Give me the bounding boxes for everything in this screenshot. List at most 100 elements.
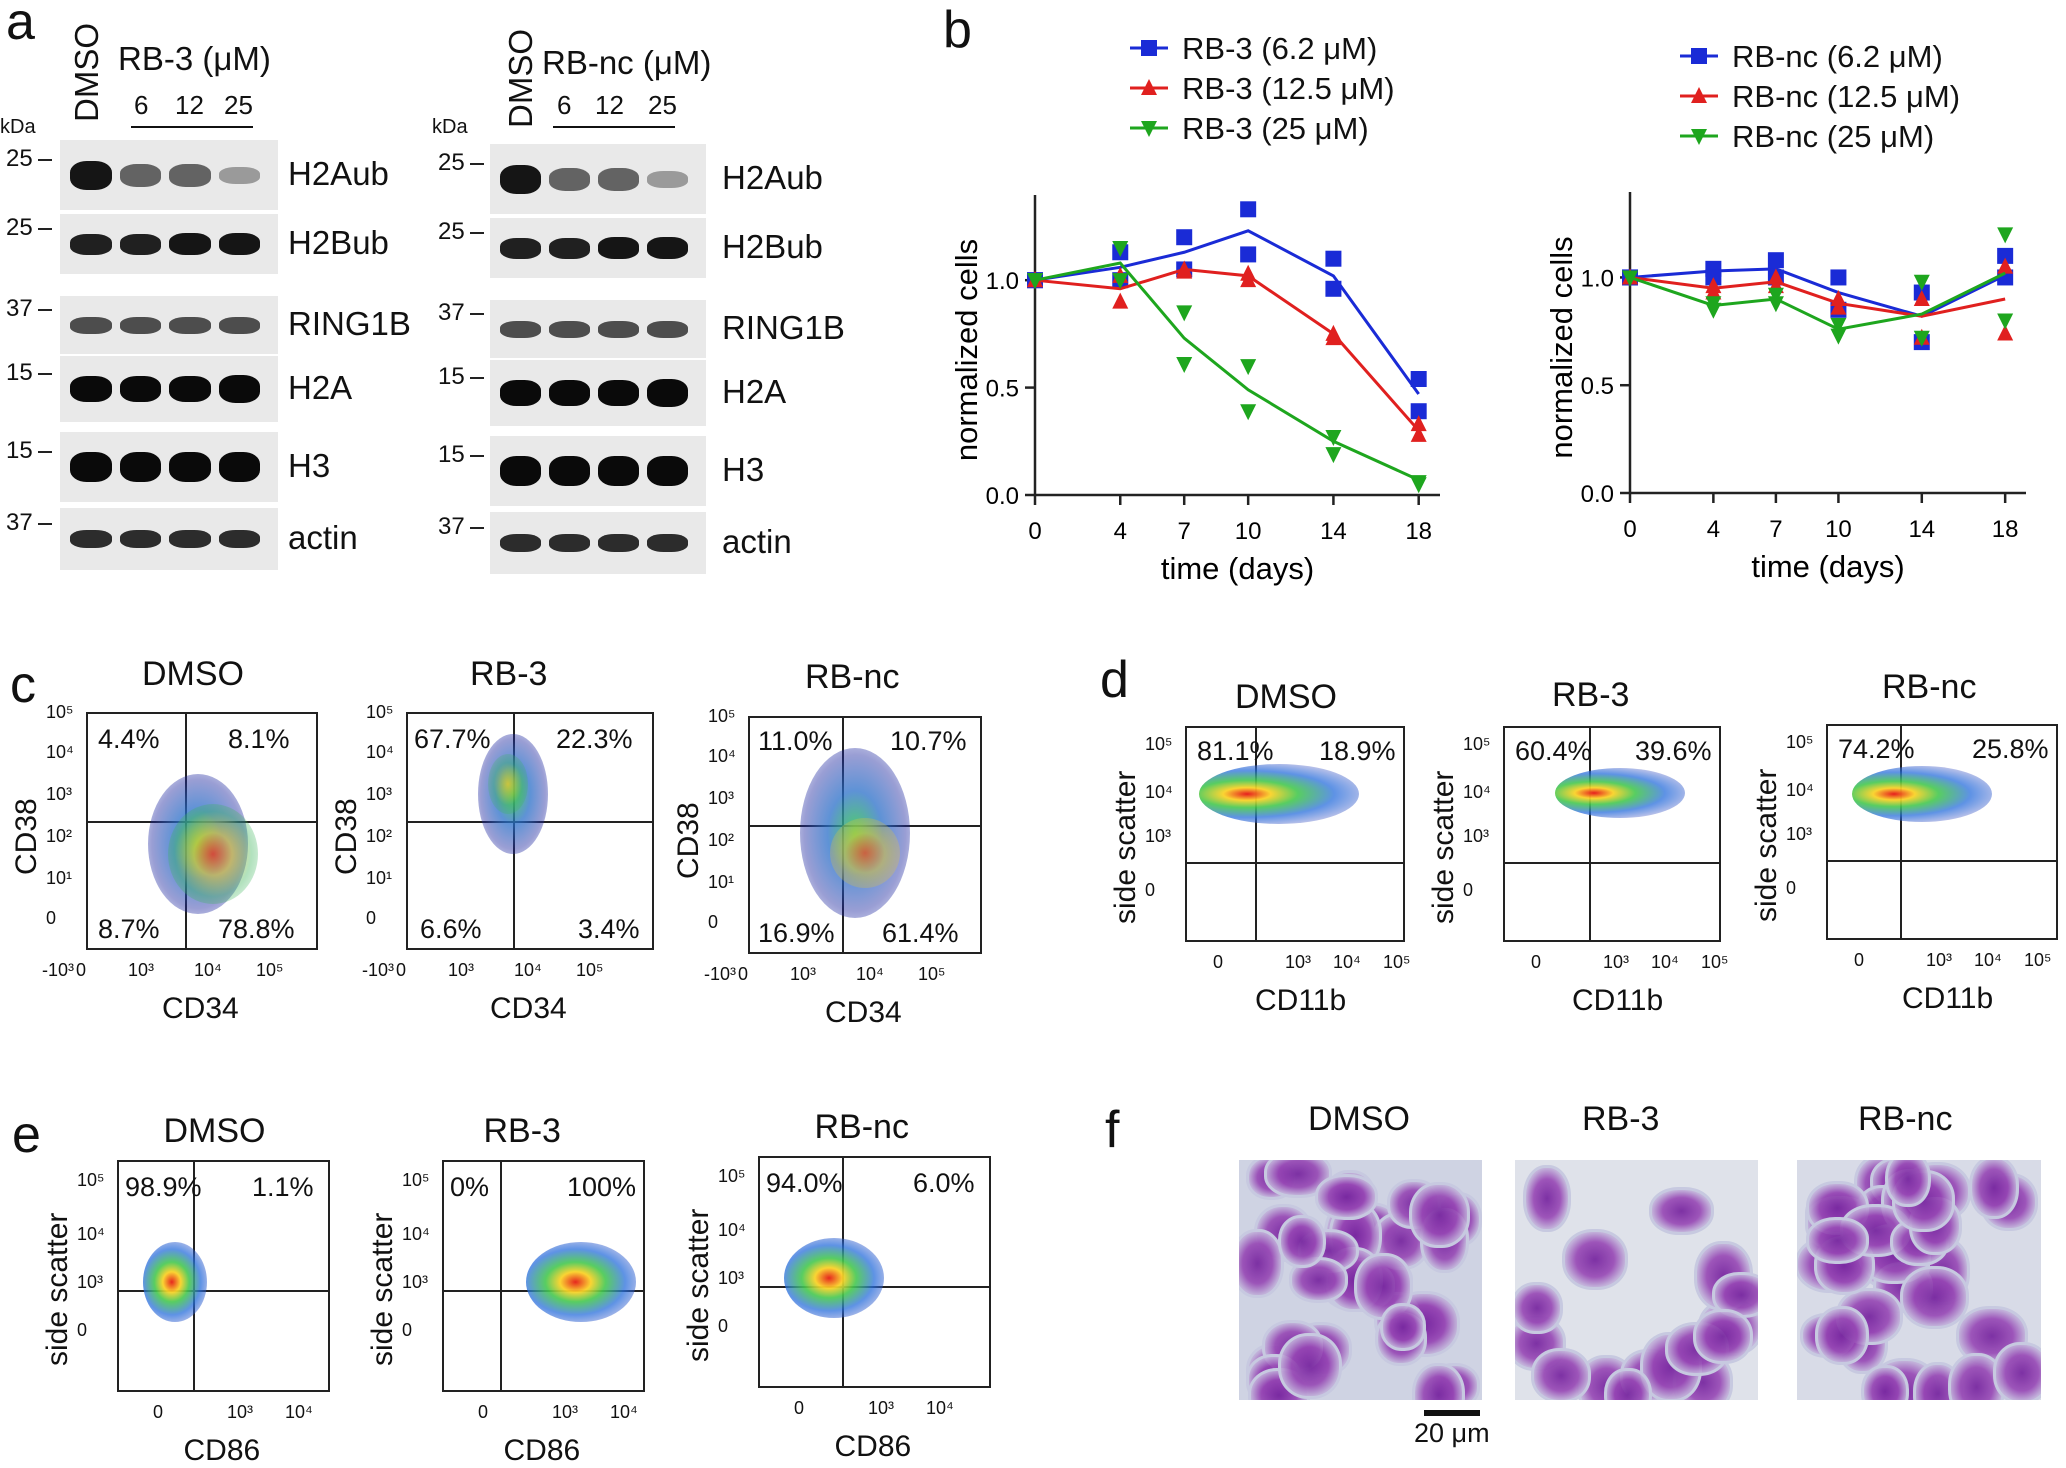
y-tick-label: 0.5	[1581, 373, 1614, 400]
blot-strip	[490, 512, 706, 574]
data-point	[1027, 273, 1043, 290]
protein-band	[119, 376, 161, 402]
x-tick-label: 10⁵	[256, 960, 284, 980]
data-point	[1112, 273, 1129, 290]
quadrant-percentage: 18.9%	[1319, 736, 1396, 766]
data-point	[1410, 403, 1427, 420]
y-tick-label: 0	[718, 1316, 729, 1336]
protein-band	[119, 452, 161, 482]
data-point	[1240, 271, 1257, 288]
data-point	[1410, 415, 1427, 432]
y-tick-label: 10⁵	[1463, 734, 1491, 754]
stained-cell	[1530, 1347, 1592, 1400]
blot-row-label: RING1B	[722, 309, 845, 346]
y-tick-label: 10⁴	[708, 746, 736, 766]
x-tick-label: 10⁴	[285, 1402, 313, 1422]
cell-population	[526, 1242, 636, 1322]
panel-label-e: e	[12, 1106, 41, 1164]
protein-band	[598, 167, 639, 191]
y-tick-label: 10²	[366, 826, 393, 846]
protein-band	[647, 534, 688, 552]
y-tick-label: 1.0	[1581, 265, 1614, 292]
quadrant-percentage: 3.4%	[578, 914, 640, 944]
y-tick-label: 10⁴	[1145, 782, 1173, 802]
y-tick-label: 0	[366, 908, 377, 928]
x-tick-label: 7	[1769, 516, 1782, 543]
protein-band	[549, 320, 590, 338]
flow-plot: 0% 100%	[442, 1160, 645, 1392]
blot-strip	[60, 296, 278, 354]
x-tick-label: 10⁵	[2024, 950, 2052, 970]
blot-row-label: H2A	[722, 373, 787, 410]
protein-band	[647, 379, 688, 407]
data-point	[1176, 262, 1193, 279]
legend-label: RB-3 (6.2 μM)	[1182, 31, 1377, 66]
cell-population	[830, 818, 900, 888]
protein-band	[169, 163, 211, 187]
cell-population	[488, 754, 528, 814]
mw-tick	[38, 523, 52, 525]
quadrant-percentage: 6.0%	[913, 1168, 975, 1198]
x-tick-label: 0	[1854, 950, 1865, 970]
flow-plot-title: RB-nc	[805, 658, 900, 696]
micro-title: RB-3	[1582, 1100, 1660, 1138]
kda-label: kDa	[0, 116, 36, 138]
y-tick-label: 10³	[1463, 826, 1490, 846]
x-tick-label: 10⁵	[918, 964, 946, 984]
protein-band	[169, 452, 211, 482]
data-point	[1112, 240, 1129, 257]
dose-label: 25	[648, 90, 677, 120]
series-line	[1034, 261, 1420, 482]
y-axis-label: side scatter	[1109, 770, 1142, 924]
data-point	[1691, 129, 1707, 145]
blot-row-label: H2Aub	[722, 159, 823, 196]
legend-label: RB-nc (25 μM)	[1732, 119, 1934, 154]
stained-cell	[1239, 1229, 1284, 1298]
dose-bracket-line	[131, 126, 253, 128]
y-tick-label: 0	[46, 908, 57, 928]
data-point	[1240, 246, 1257, 263]
stained-cell	[1314, 1173, 1379, 1221]
y-tick-label: 10⁴	[402, 1224, 430, 1244]
series-line	[1629, 271, 2006, 331]
mw-marker: 25	[438, 218, 465, 245]
treatment-label: RB-3 (μM)	[118, 40, 271, 77]
legend-label: RB-nc (6.2 μM)	[1732, 39, 1943, 74]
flow-plot: 98.9% 1.1%	[117, 1160, 330, 1392]
flow-plot-title: DMSO	[142, 655, 244, 693]
data-point	[1176, 229, 1193, 246]
data-point	[1410, 425, 1427, 442]
x-tick-label: 10	[1235, 518, 1262, 545]
y-axis-label: CD38	[10, 798, 43, 875]
quadrant-percentage: 6.6%	[420, 914, 482, 944]
protein-band	[549, 534, 590, 552]
mw-tick	[470, 232, 484, 234]
protein-band	[549, 380, 590, 406]
y-tick-label: 10⁵	[402, 1170, 430, 1190]
x-tick-label: 7	[1178, 518, 1191, 545]
y-axis-label: side scatter	[41, 1212, 74, 1366]
stained-cell	[1562, 1229, 1629, 1290]
data-point	[1141, 79, 1157, 95]
stained-cell	[1885, 1160, 1932, 1208]
flow-plot: 74.2% 25.8%	[1826, 724, 2058, 940]
y-tick-label: 10⁵	[1145, 734, 1173, 754]
y-tick-label: 10⁴	[46, 742, 74, 762]
data-point	[1325, 447, 1342, 464]
protein-band	[500, 320, 541, 338]
series-line	[1629, 275, 2006, 318]
mw-tick	[470, 313, 484, 315]
y-tick-label: 10⁴	[1463, 782, 1491, 802]
protein-band	[598, 320, 639, 338]
flow-plot-title: DMSO	[1235, 678, 1337, 716]
mw-tick	[38, 451, 52, 453]
x-tick-label: 0	[76, 960, 87, 980]
x-tick-label: 4	[1707, 516, 1720, 543]
data-point	[1997, 227, 2014, 244]
data-point	[1997, 257, 2014, 274]
x-tick-label: 0	[738, 964, 749, 984]
stained-cell	[1692, 1308, 1753, 1365]
blot-strip	[60, 356, 278, 422]
mw-marker: 37	[6, 509, 33, 536]
data-point	[1830, 298, 1847, 315]
